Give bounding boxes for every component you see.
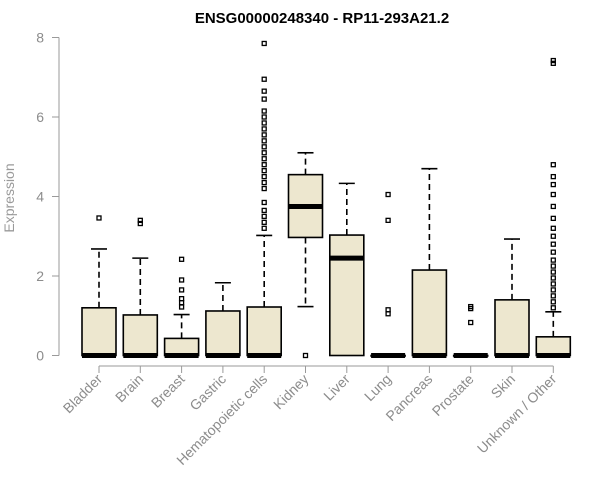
outlier-point — [261, 40, 267, 47]
outlier-point — [137, 220, 143, 227]
x-tick-label: Bladder — [60, 371, 106, 417]
outlier-point — [178, 304, 185, 310]
x-tick-label: Breast — [148, 371, 188, 411]
outlier-point — [550, 173, 556, 180]
outlier-point — [178, 277, 185, 283]
box-iqr — [205, 310, 241, 357]
outlier-point — [550, 249, 556, 255]
chart-title: ENSG00000248340 - RP11-293A21.2 — [195, 10, 449, 27]
box-bladder — [81, 215, 117, 358]
outlier-point — [261, 225, 267, 231]
box-iqr — [81, 306, 117, 357]
box-iqr — [411, 269, 448, 357]
x-tick-label: Prostate — [429, 371, 477, 419]
outlier-point — [261, 199, 267, 206]
box-kidney — [287, 151, 324, 359]
outlier-point — [550, 162, 556, 168]
x-tick-label: Skin — [488, 371, 519, 402]
outlier-point — [550, 191, 556, 198]
outlier-point — [550, 305, 556, 311]
outlier-point — [385, 307, 391, 313]
x-tick-label: Lung — [361, 371, 394, 404]
outlier-point — [261, 213, 267, 220]
y-tick-label: 8 — [36, 30, 44, 46]
box-breast — [163, 256, 200, 358]
x-tick-label: Kidney — [270, 371, 312, 413]
outlier-point — [261, 96, 267, 102]
outlier-point — [550, 257, 556, 263]
outlier-point — [178, 256, 185, 262]
y-axis-label: Expression — [1, 163, 17, 232]
outlier-point — [550, 293, 556, 299]
outlier-point — [261, 168, 267, 174]
outlier-point — [550, 287, 556, 293]
outlier-point — [468, 303, 474, 310]
outlier-point — [302, 352, 309, 359]
box-iqr — [246, 306, 282, 357]
outlier-point — [550, 263, 556, 269]
outlier-point — [550, 60, 556, 66]
outlier-point — [261, 120, 267, 126]
outlier-point — [261, 207, 267, 214]
box-pancreas — [411, 167, 448, 358]
y-tick-label: 6 — [36, 109, 44, 125]
box-lung — [370, 191, 406, 358]
box-iqr — [494, 299, 530, 357]
outlier-point — [468, 319, 474, 326]
outlier-point — [261, 162, 267, 168]
box-liver — [328, 182, 365, 357]
outlier-point — [550, 57, 556, 64]
outlier-point — [261, 108, 267, 114]
outlier-point — [261, 138, 267, 144]
outlier-point — [261, 173, 267, 180]
y-tick-label: 0 — [36, 348, 44, 364]
outlier-point — [550, 299, 556, 305]
outlier-point — [96, 215, 102, 221]
box-iqr — [328, 234, 365, 357]
box-iqr — [163, 337, 200, 357]
box-iqr — [122, 314, 159, 357]
outlier-point — [261, 156, 267, 162]
outlier-point — [550, 203, 556, 210]
outlier-point — [261, 76, 267, 82]
outlier-point — [550, 241, 556, 247]
outlier-point — [261, 179, 267, 186]
outlier-point — [261, 132, 267, 138]
outlier-point — [550, 215, 556, 222]
y-tick-label: 4 — [36, 189, 44, 205]
box-brain — [122, 217, 159, 358]
outlier-point — [550, 269, 556, 275]
box-unknown-other — [535, 57, 572, 358]
box-gastric — [205, 281, 241, 358]
outlier-point — [550, 225, 556, 231]
outlier-point — [137, 217, 143, 224]
y-tick-label: 2 — [36, 268, 44, 284]
boxes — [81, 40, 572, 359]
outlier-point — [550, 233, 556, 239]
outlier-point — [261, 88, 267, 94]
outlier-point — [261, 144, 267, 150]
box-prostate — [452, 303, 489, 358]
outlier-point — [178, 296, 185, 302]
box-iqr — [535, 336, 572, 357]
outlier-point — [550, 181, 556, 188]
outlier-point — [385, 191, 391, 198]
outlier-point — [550, 275, 556, 281]
box-skin — [494, 238, 530, 358]
outlier-point — [178, 287, 185, 293]
box-hematopoietic-cells — [246, 40, 282, 358]
y-axis: 0 2 4 6 8 — [36, 30, 60, 364]
outlier-point — [261, 114, 267, 120]
outlier-point — [550, 281, 556, 287]
outlier-point — [261, 219, 267, 225]
outlier-point — [261, 126, 267, 132]
x-tick-label: Liver — [320, 371, 353, 404]
outlier-point — [261, 185, 267, 192]
outlier-point — [385, 217, 391, 224]
x-tick-label: Brain — [112, 371, 146, 405]
outlier-point — [261, 150, 267, 156]
